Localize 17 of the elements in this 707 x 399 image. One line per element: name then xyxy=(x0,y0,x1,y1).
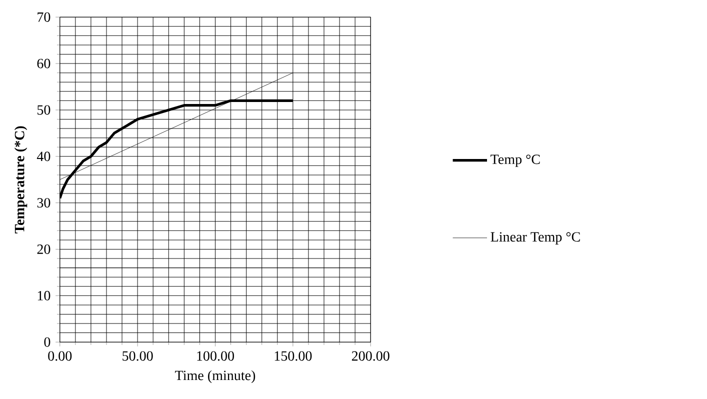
x-tick-label: 50.00 xyxy=(122,351,153,361)
y-tick-label: 30 xyxy=(37,198,50,208)
y-tick-label: 0 xyxy=(44,337,50,347)
y-tick-label: 40 xyxy=(36,152,50,162)
y-tick-label: 10 xyxy=(38,290,50,300)
x-tick-label: 150.00 xyxy=(274,351,312,361)
y-axis-title: Temperature (*C) xyxy=(14,126,28,234)
x-tick-label: 0.00 xyxy=(48,351,72,361)
y-tick-label: 70 xyxy=(38,12,50,22)
x-axis-title: Time (minute) xyxy=(175,370,256,383)
y-tick-label: 60 xyxy=(37,58,50,68)
x-tick-label: 200.00 xyxy=(352,351,390,361)
y-tick-label: 50 xyxy=(38,105,50,115)
x-tick-label: 100.00 xyxy=(197,351,234,361)
legend-label: Linear Temp °C xyxy=(490,232,580,244)
y-tick-label: 20 xyxy=(37,244,50,254)
legend-label: Temp °C xyxy=(490,154,540,167)
